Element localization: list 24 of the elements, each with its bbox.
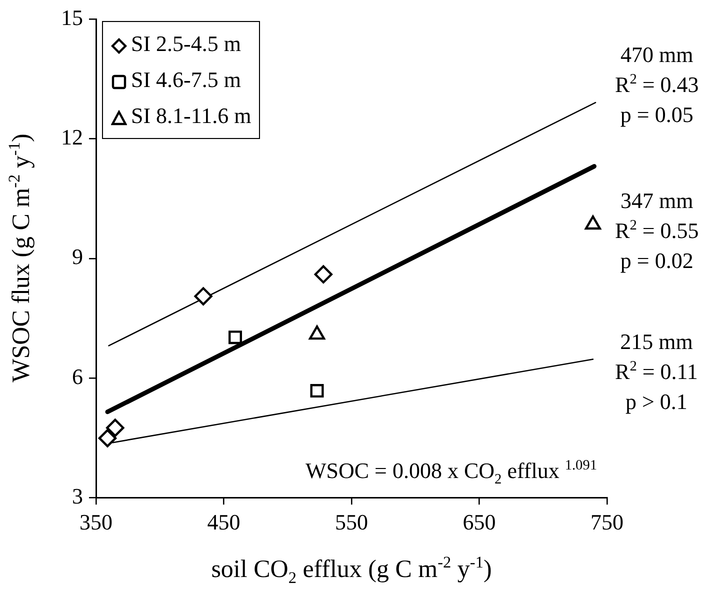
- point: [194, 287, 212, 306]
- legend-label: SI 4.6-7.5 m: [131, 67, 241, 92]
- x-tick-label: 450: [207, 510, 240, 535]
- text: 215 mm R$^{2}$ = 0.11 p > 0.1: [615, 328, 698, 416]
- text: 470 mm R$^{2}$ = 0.43 p = 0.05: [615, 40, 699, 129]
- legend-label: SI 2.5-4.5 m: [131, 31, 241, 56]
- x-tick-label: 750: [590, 510, 624, 535]
- y-tick-label: 3: [72, 483, 83, 508]
- x-tick-label: 650: [462, 510, 496, 535]
- legend-label: SI 8.1-11.6 m: [131, 103, 252, 128]
- y-tick-label: 12: [61, 124, 83, 150]
- point: [310, 384, 324, 398]
- annotation: WSOC = 0.008 x CO$_{2}$ efflux $^{1.091}$: [306, 456, 597, 487]
- text: 347 mm R$^{2}$ = 0.55 p = 0.02: [615, 187, 699, 276]
- x-tick-label: 350: [80, 510, 112, 535]
- point: [106, 418, 124, 437]
- y-tick-label: 9: [72, 244, 83, 270]
- x-axis-title: soil CO$_{2}$ efflux (g C m$^{-2}$ y$^{-1}$): [211, 553, 492, 587]
- point: [228, 330, 242, 344]
- y-tick-label: 6: [72, 364, 83, 389]
- y-tick-label: 15: [61, 4, 83, 30]
- point: [98, 429, 117, 448]
- x-tick-label: 550: [335, 510, 368, 535]
- point: [314, 265, 332, 284]
